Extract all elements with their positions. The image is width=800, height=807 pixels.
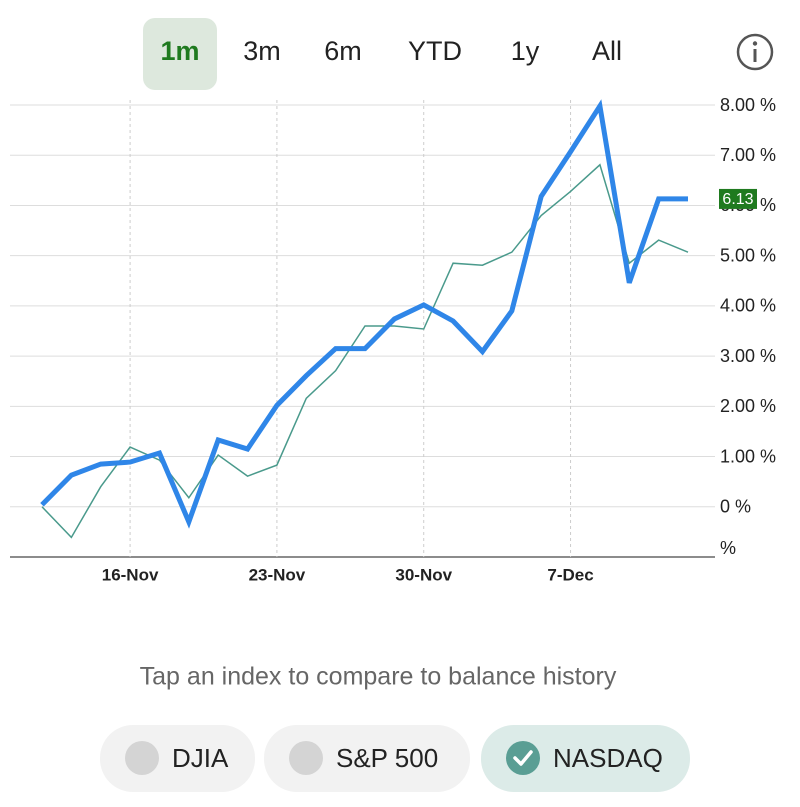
x-tick-label: 30-Nov [395, 565, 452, 584]
y-tick-label: 8.00 % [720, 95, 776, 115]
tab[interactable]: 3m [243, 36, 281, 66]
line-series [41, 163, 689, 539]
check-circle [289, 741, 323, 775]
x-tick-label: 16-Nov [102, 565, 159, 584]
x-tick-label: 7-Dec [547, 565, 593, 584]
y-tick-label: 5.00 % [720, 245, 776, 265]
current-value-label: 6.13 [722, 191, 753, 208]
y-tick-label: 7.00 % [720, 145, 776, 165]
x-tick-label: 23-Nov [249, 565, 306, 584]
y-tick-label: 3.00 % [720, 346, 776, 366]
tab-highlight [143, 18, 217, 90]
y-tick-label: 2.00 % [720, 396, 776, 416]
index-label: DJIA [172, 743, 229, 773]
y-tick-label: 4.00 % [720, 296, 776, 316]
line-series [40, 99, 688, 529]
info-icon[interactable] [736, 33, 774, 71]
current-value-badge [719, 188, 757, 209]
index-button[interactable]: S&P 500 [264, 725, 470, 792]
caption: Tap an index to compare to balance histo… [140, 663, 617, 691]
y-tick-label: 1.00 % [720, 446, 776, 466]
tab[interactable]: 6m [324, 36, 362, 66]
tab[interactable]: YTD [408, 36, 462, 66]
index-button-bg [264, 725, 470, 792]
y-tick-label: 0 % [720, 497, 751, 517]
index-button[interactable]: NASDAQ [481, 725, 690, 792]
check-circle [125, 741, 159, 775]
check-mark [513, 750, 533, 766]
tab[interactable]: 1y [511, 36, 540, 66]
index-label: S&P 500 [336, 743, 438, 773]
y-tick-label: % [720, 538, 736, 558]
index-button[interactable]: DJIA [100, 725, 255, 792]
tab[interactable]: All [592, 36, 622, 66]
check-circle [506, 741, 540, 775]
tab[interactable]: 1m [160, 36, 199, 66]
index-label: NASDAQ [553, 743, 663, 773]
index-button-bg [481, 725, 690, 792]
